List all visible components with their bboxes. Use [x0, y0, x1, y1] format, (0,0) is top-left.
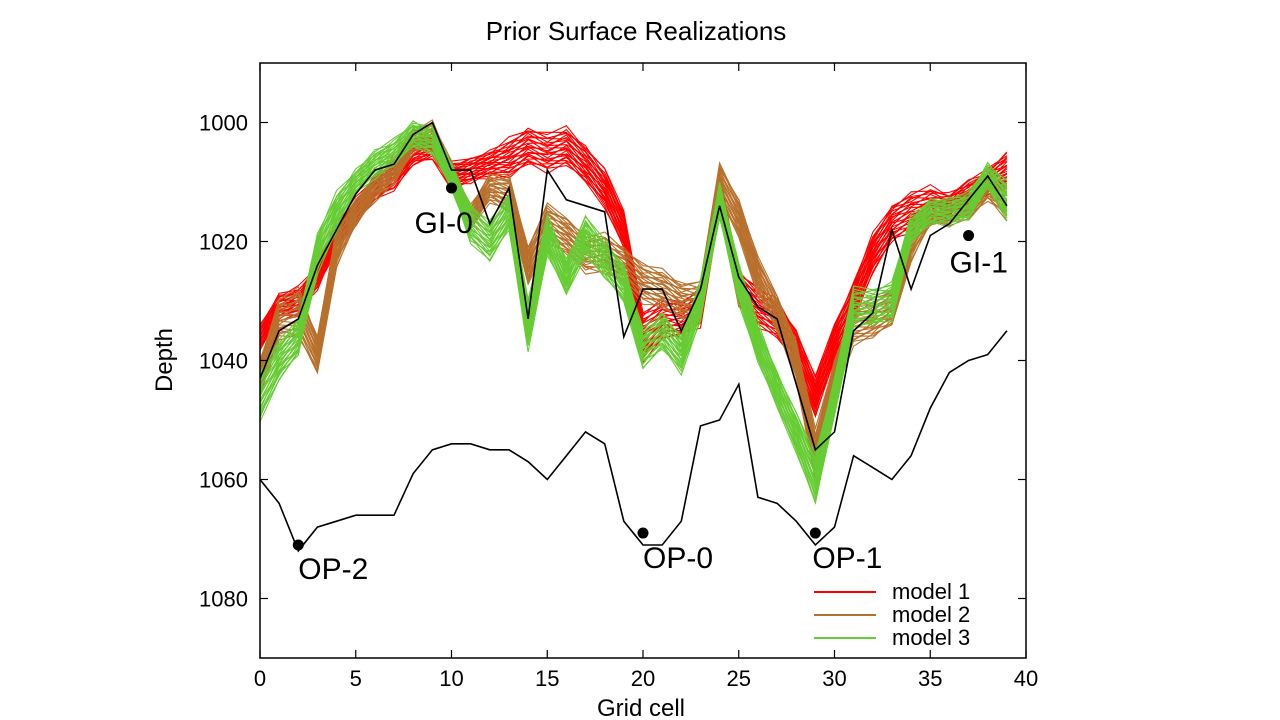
y-tick-label: 1060 — [199, 468, 248, 493]
reference-lines — [259, 121, 1008, 553]
legend-label: model 1 — [892, 579, 970, 604]
x-tick-label: 25 — [727, 666, 751, 691]
legend-label: model 2 — [892, 602, 970, 627]
y-tick-label: 1080 — [199, 587, 248, 612]
well-point — [446, 182, 457, 194]
well-point — [809, 527, 821, 539]
x-tick-label: 15 — [535, 666, 559, 691]
x-tick-label: 0 — [254, 666, 266, 691]
y-axis-ticks: 1000 1020 1040 1060 1080 — [199, 111, 1026, 612]
x-axis-label: Grid cell — [597, 695, 685, 720]
well-point — [963, 230, 975, 242]
legend-label: model 3 — [892, 625, 970, 650]
y-tick-label: 1040 — [199, 349, 248, 374]
x-tick-label: 10 — [439, 666, 463, 691]
well-label: OP-1 — [812, 542, 882, 575]
well-label: OP-0 — [643, 542, 713, 575]
x-tick-label: 5 — [350, 666, 362, 691]
series-3-realization-line — [259, 145, 1008, 502]
reference-line-lower — [259, 330, 1008, 553]
x-tick-label: 40 — [1014, 666, 1038, 691]
x-tick-label: 20 — [631, 666, 655, 691]
well-point — [292, 539, 304, 551]
y-tick-label: 1020 — [199, 230, 248, 255]
y-tick-label: 1000 — [199, 111, 248, 136]
well-point — [637, 527, 649, 539]
x-tick-label: 35 — [918, 666, 942, 691]
reference-line-upper — [259, 121, 1008, 452]
series-3-realizations — [259, 120, 1008, 506]
x-axis-ticks: 0 5 10 15 20 25 30 35 40 — [254, 63, 1038, 691]
well-label: GI-1 — [950, 247, 1008, 280]
well-label: OP-2 — [298, 553, 368, 586]
chart-title: Prior Surface Realizations — [486, 16, 787, 46]
series-2-realization-line — [259, 148, 1008, 479]
well-label: GI-0 — [415, 207, 473, 240]
realization-bands — [259, 119, 1008, 506]
y-axis-label: Depth — [151, 328, 178, 392]
well-markers: GI-0 GI-1 OP-2 OP-0 OP-1 — [292, 182, 1008, 586]
x-tick-label: 30 — [822, 666, 846, 691]
